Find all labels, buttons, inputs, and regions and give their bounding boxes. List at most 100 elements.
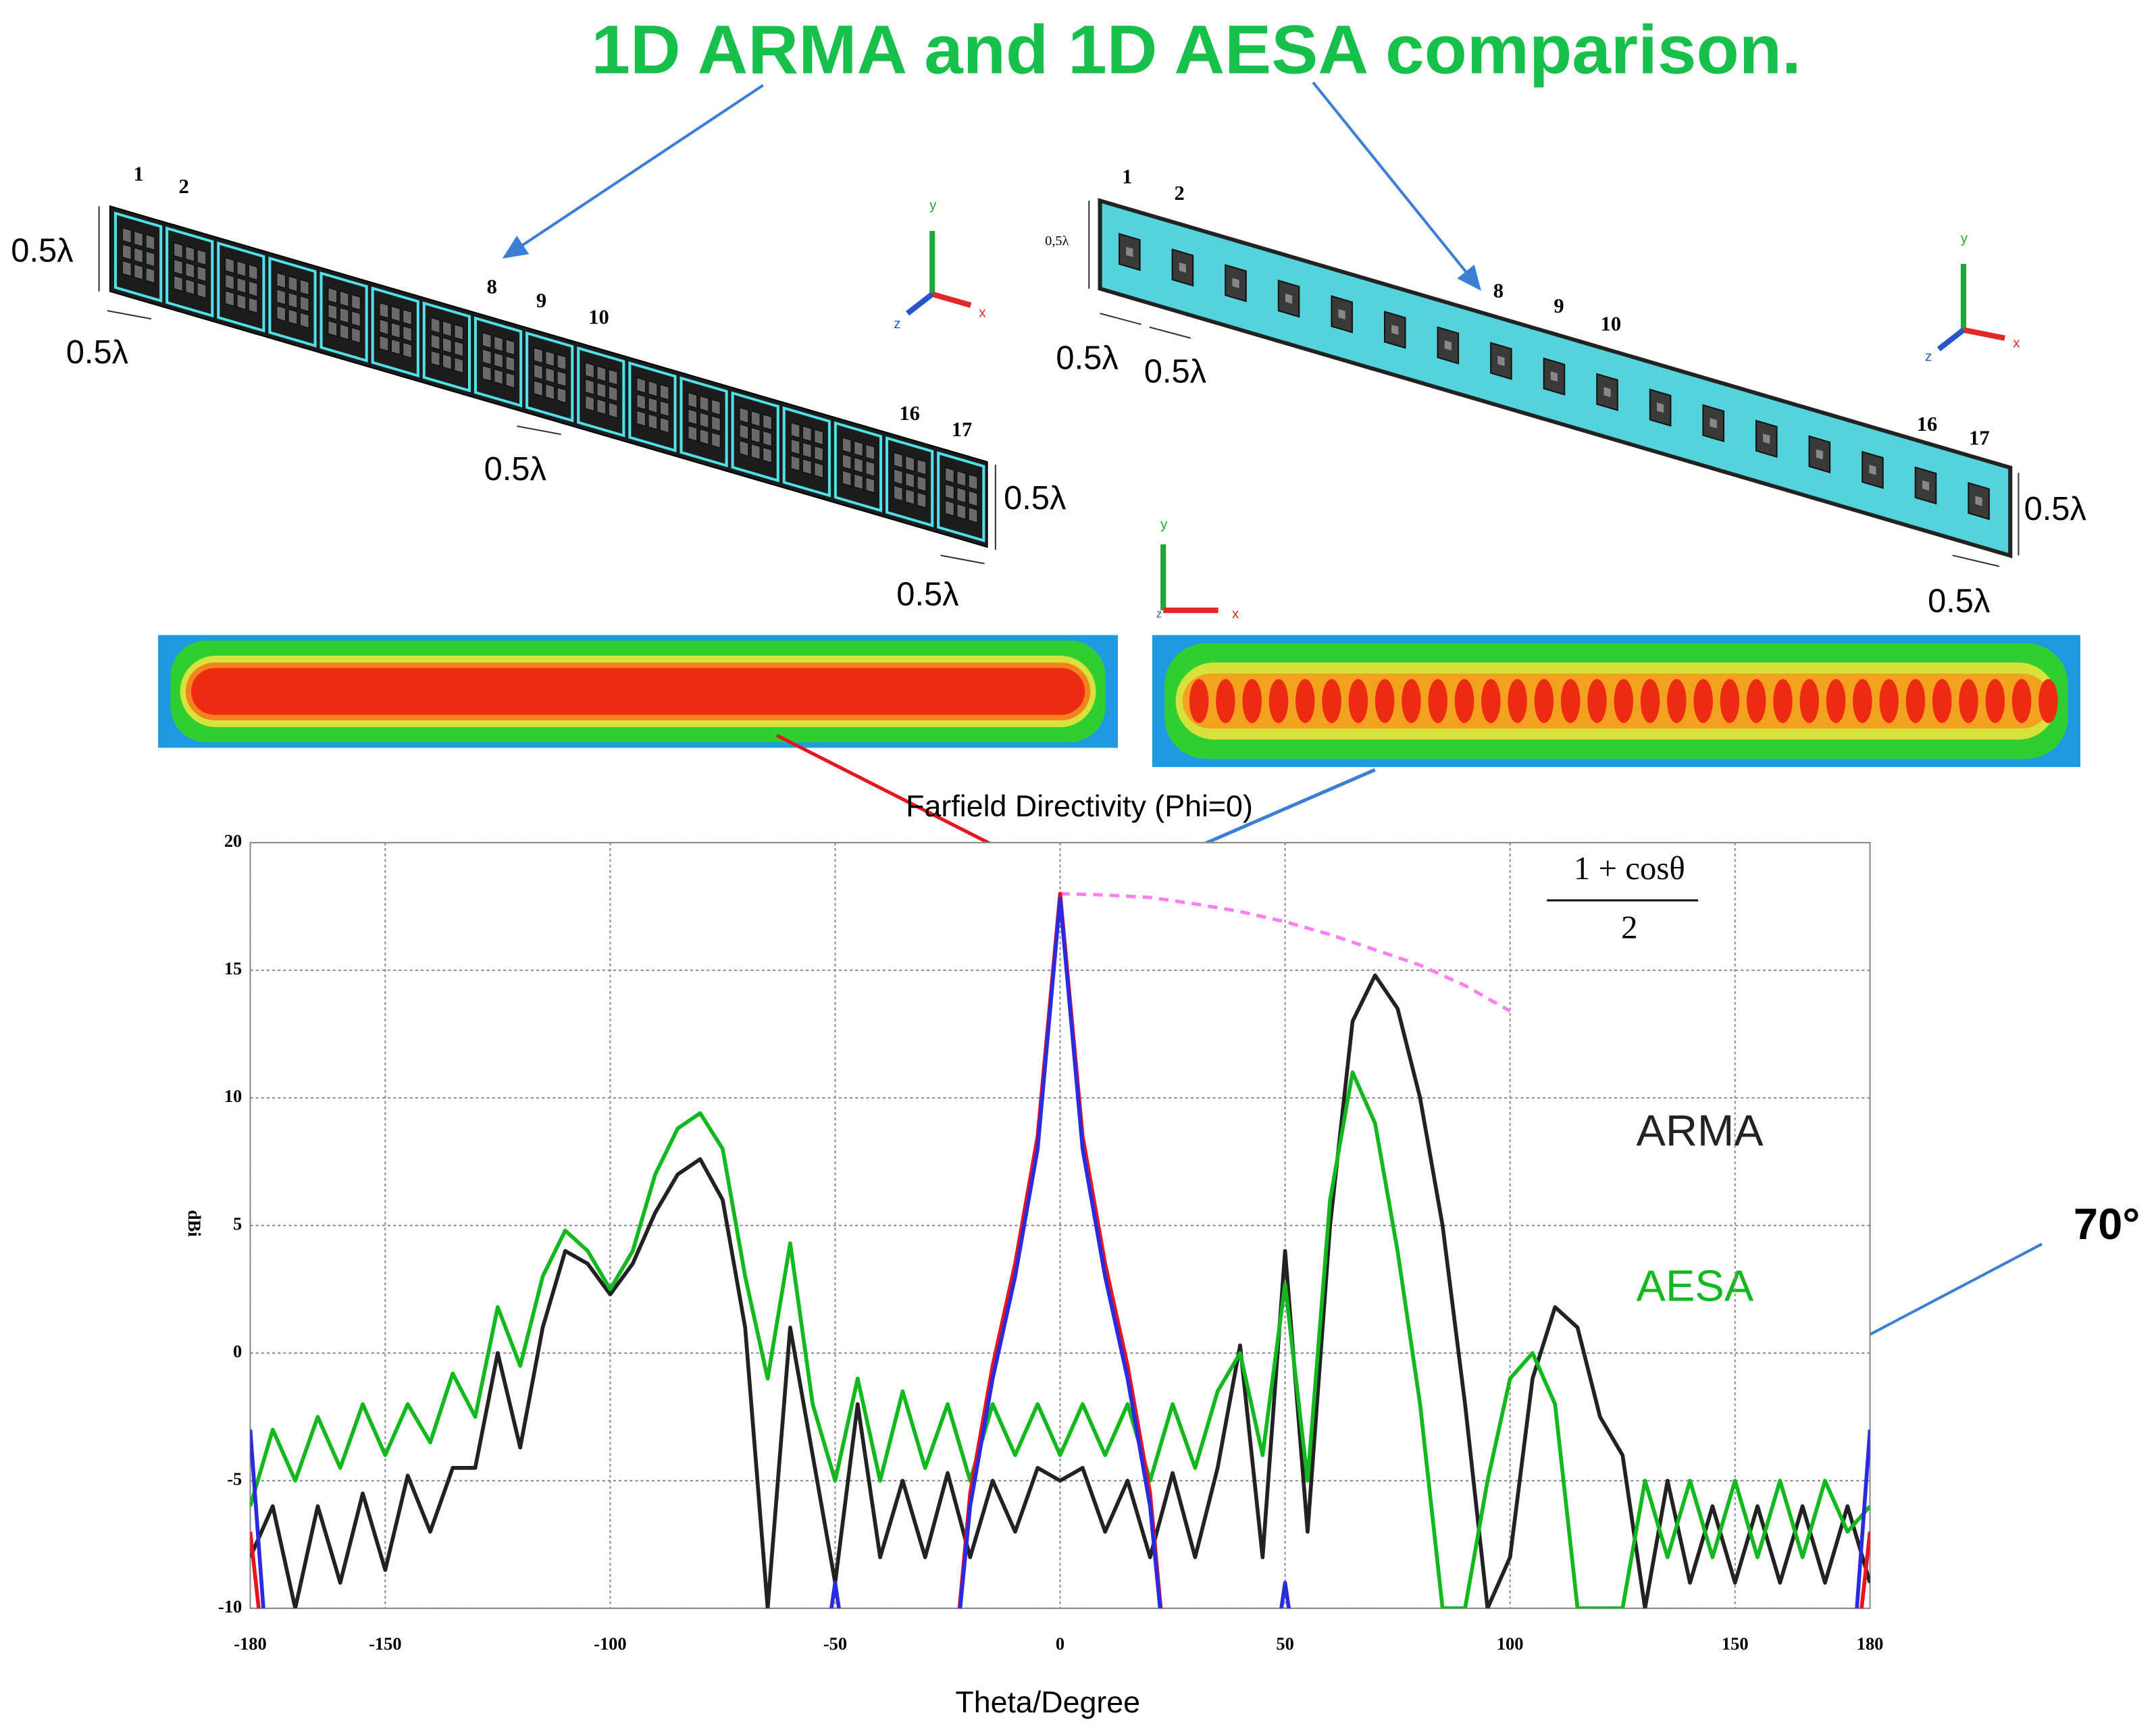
cell-patch [842,436,852,454]
cell-patch [184,278,195,296]
cell-patch [339,290,350,308]
cell-patch [608,368,619,386]
cell-patch [379,318,389,336]
dimension-label: 0.5λ [1144,354,1206,390]
cell-patch [557,386,567,404]
field-hotspot [1614,679,1634,723]
dimension-line [1952,554,2000,567]
cell-patch [659,416,670,434]
cell-patch [659,384,670,401]
x-tick-label: 150 [1722,1633,1749,1654]
cell-patch [917,458,927,476]
cell-patch [173,258,184,276]
cell-patch [453,323,464,341]
cell-patch [584,378,595,396]
cell-patch [442,353,453,371]
field-hotspot [1826,679,1846,723]
cell-patch [339,323,350,341]
cell-patch [699,428,710,446]
field-hotspot [1560,679,1581,723]
y-axis-label: dBi [184,1210,205,1237]
cell-patch [197,248,207,266]
field-hotspot [1402,679,1421,723]
dimension-line [107,310,152,320]
field-hotspot [1295,679,1315,723]
axis-x [1963,327,2005,341]
dimension-label: 0.5λ [1004,480,1066,517]
y-tick-label: 10 [224,1086,242,1106]
series-line [250,897,1870,1608]
cell-patch [390,338,401,356]
cell-patch [482,348,492,366]
cell-patch [750,443,761,461]
cell-patch [687,408,698,425]
cell-patch [544,350,555,367]
x-tick-label: 100 [1497,1633,1524,1654]
cell-patch [596,365,607,383]
element-label: 17 [952,418,973,441]
cell-patch [248,263,259,281]
array-feed [1232,278,1239,288]
field-hotspot [2038,679,2058,723]
array-feed [1550,371,1558,382]
dimension-label: 0.5λ [896,576,958,612]
cell-patch [493,351,504,369]
dimension-label: 0.5λ [11,232,73,269]
cell-patch [122,259,132,278]
cell-patch [351,326,361,344]
axis-x [931,291,972,308]
cell-patch [236,260,247,278]
x-tick-label: -50 [823,1633,847,1654]
array-feed [1179,262,1187,273]
axis-triad: y z x [1925,232,2020,365]
cell-patch [248,296,259,314]
cell-patch [893,451,904,469]
axis-z [906,292,934,316]
cell-patch [608,401,619,419]
cell-patch [917,491,927,509]
cell-patch [493,368,504,386]
cell-patch [853,456,864,474]
cell-patch [544,383,555,400]
element-label: 16 [1917,413,1938,436]
cell-patch [762,413,773,431]
cell-patch [968,473,979,491]
y-tick-label: -10 [218,1596,242,1617]
cell-patch [956,503,967,521]
field-hotspot [1375,679,1395,723]
aesa-field-map [1152,635,2081,767]
cell-patch [145,267,155,284]
cell-patch [790,421,800,439]
cell-patch [379,334,389,352]
element-label: 10 [588,305,609,328]
cell-patch [699,411,710,429]
cell-patch [327,286,338,305]
cell-patch [648,396,658,414]
cell-patch [327,319,338,338]
cell-patch [248,280,259,298]
cell-patch [968,490,979,507]
x-tick-label: -180 [234,1633,267,1654]
cell-patch [738,406,749,424]
cell-patch [505,371,515,389]
cell-patch [224,257,235,274]
aesa-body [1098,198,2013,558]
cell-patch [584,394,595,412]
dimension-label: 0.5λ [2024,491,2086,527]
cell-patch [453,357,464,374]
cell-patch [351,310,361,327]
field-hotspot [1879,679,1899,723]
array-feed [1657,402,1664,413]
axis-z [1936,327,1966,352]
field-hotspot [1587,679,1607,723]
element-label: 8 [487,275,497,298]
array-feed [1444,340,1452,351]
element-label: 1 [133,163,143,186]
cell-patch [544,367,555,384]
cell-patch [750,426,761,444]
dimension-line [940,554,985,565]
cell-patch [802,425,813,442]
cell-patch [224,290,235,307]
dimension-label: 0.5λ [1928,583,1990,620]
cell-patch [738,440,749,457]
